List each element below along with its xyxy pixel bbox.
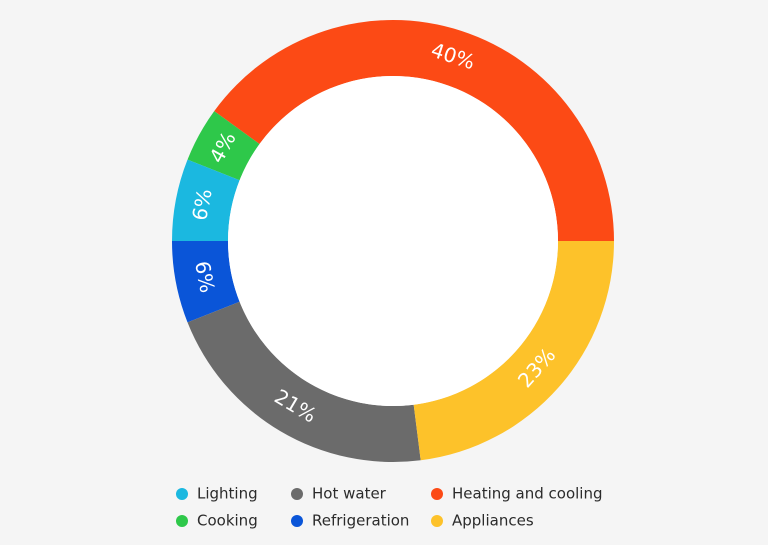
donut-hole [228, 76, 558, 406]
legend-label: Hot water [312, 485, 387, 503]
legend-label: Lighting [197, 485, 258, 503]
legend-swatch [431, 515, 443, 527]
legend-label: Appliances [452, 512, 534, 530]
legend-swatch [291, 515, 303, 527]
legend-label: Refrigeration [312, 512, 409, 530]
donut-segment [187, 301, 421, 463]
legend-swatch [431, 488, 443, 500]
donut-segment [413, 241, 614, 461]
donut-segment [214, 19, 614, 242]
donut-segment [172, 241, 240, 323]
data-label: 6% [187, 187, 217, 223]
legend-swatch [176, 488, 188, 500]
data-label: 6% [190, 259, 220, 295]
donut-segment [172, 159, 240, 241]
donut-segment [187, 111, 260, 181]
legend-swatch [176, 515, 188, 527]
legend-label: Cooking [197, 512, 258, 530]
legend-label: Heating and cooling [452, 485, 603, 503]
legend-swatch [291, 488, 303, 500]
